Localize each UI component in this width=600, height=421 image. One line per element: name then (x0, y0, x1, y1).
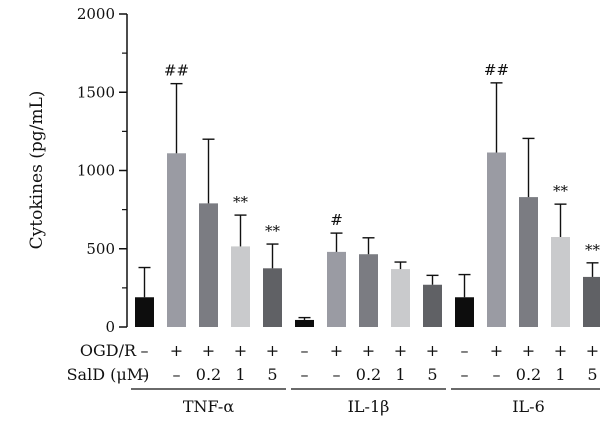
sald-condition: 5 (427, 365, 437, 384)
ogdr-condition: + (426, 341, 439, 360)
ogdr-condition: + (266, 341, 279, 360)
sald-condition: 0.2 (356, 365, 381, 384)
row-label-ogdr: OGD/R (80, 341, 137, 360)
bar (487, 152, 506, 327)
bar (199, 203, 218, 327)
ogdr-condition: + (234, 341, 247, 360)
sald-condition: – (141, 365, 149, 384)
sald-condition: 0.2 (196, 365, 221, 384)
y-tick-label: 0 (105, 318, 115, 336)
ogdr-condition: + (362, 341, 375, 360)
axis-layer: 0 500 1000 1500 2000 (77, 5, 128, 336)
significance-marker: ## (484, 61, 509, 79)
group-label: TNF-α (183, 397, 234, 416)
ogdr-condition: + (554, 341, 567, 360)
y-axis-label: Cytokines (pg/mL) (27, 91, 47, 250)
group-label: IL-6 (512, 397, 545, 416)
ogdr-condition: – (461, 341, 469, 360)
significance-marker: # (330, 211, 343, 229)
group-label: IL-1β (348, 397, 390, 416)
y-tick-label: 500 (86, 240, 115, 258)
ogdr-condition: + (202, 341, 215, 360)
bar (231, 246, 250, 327)
bars-layer (135, 82, 600, 327)
ogdr-condition: – (301, 341, 309, 360)
y-tick-label: 1500 (77, 83, 115, 101)
sald-condition: 1 (235, 365, 245, 384)
sald-condition: 5 (587, 365, 597, 384)
bar (295, 319, 314, 327)
ogdr-condition: + (170, 341, 183, 360)
bar (423, 284, 442, 327)
significance-marker: ** (265, 222, 281, 240)
sald-condition: – (461, 365, 469, 384)
significance-marker: ** (233, 193, 249, 211)
ogdr-condition: + (394, 341, 407, 360)
row-label-sald: SalD (μM) (67, 365, 150, 384)
sald-condition: – (333, 365, 341, 384)
bar (455, 297, 474, 327)
bar (135, 297, 154, 327)
bar (519, 197, 538, 327)
sald-condition: 5 (267, 365, 277, 384)
ogdr-condition: + (330, 341, 343, 360)
bar (327, 251, 346, 327)
ogdr-condition: + (586, 341, 599, 360)
bar (391, 269, 410, 327)
sald-condition: 1 (395, 365, 405, 384)
ogdr-condition: – (141, 341, 149, 360)
sald-condition: – (301, 365, 309, 384)
bar (551, 237, 570, 327)
significance-marker: ** (585, 241, 600, 259)
significance-marker: ## (164, 62, 189, 80)
ogdr-condition: + (522, 341, 535, 360)
ogdr-condition: + (490, 341, 503, 360)
sald-condition: – (493, 365, 501, 384)
bar (263, 268, 282, 327)
bar (167, 153, 186, 327)
bar (583, 276, 600, 327)
significance-marker: ** (553, 182, 569, 200)
y-tick-label: 2000 (77, 5, 115, 23)
y-tick-label: 1000 (77, 162, 115, 180)
sald-condition: 1 (555, 365, 565, 384)
sald-condition: – (173, 365, 181, 384)
bar (359, 254, 378, 327)
sald-condition: 0.2 (516, 365, 541, 384)
